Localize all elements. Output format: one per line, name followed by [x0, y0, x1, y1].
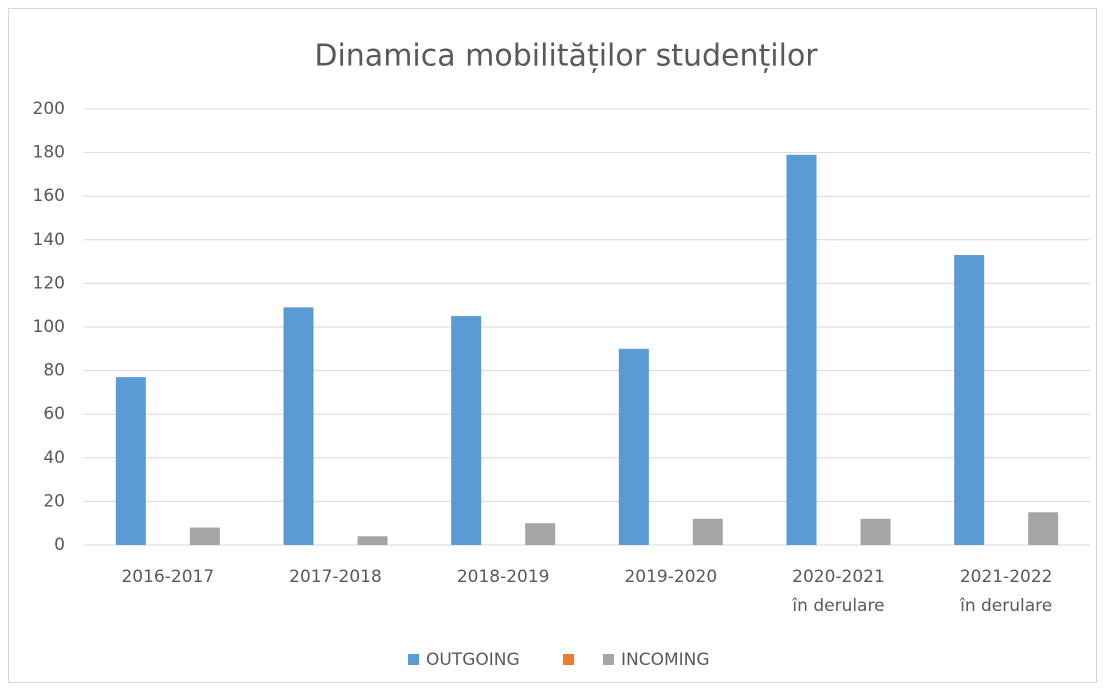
bar [189, 527, 220, 545]
bar [525, 523, 556, 545]
bar [451, 316, 482, 545]
x-tick-label: 2017-2018 [289, 567, 382, 587]
legend-swatch [408, 654, 419, 665]
x-tick-line: în derulare [791, 596, 884, 616]
x-tick-line: 2016-2017 [121, 567, 214, 587]
y-tick-label: 40 [43, 448, 65, 468]
x-tick-label: 2018-2019 [457, 567, 550, 587]
y-tick-label: 140 [33, 230, 65, 250]
x-tick-label: 2019-2020 [624, 567, 717, 587]
legend-label: INCOMING [621, 650, 710, 670]
x-tick-label: 2021-2022 în derulare [959, 567, 1052, 616]
chart-border [8, 8, 1097, 683]
y-tick-label: 120 [33, 273, 65, 293]
x-tick-label: 2016-2017 [121, 567, 214, 587]
legend-swatch [603, 654, 614, 665]
y-tick-label: 0 [54, 535, 65, 555]
bar [860, 518, 891, 545]
bar [283, 307, 314, 545]
chart-title: Dinamica mobilităților studenților [314, 39, 818, 74]
x-tick-line: în derulare [959, 596, 1052, 616]
legend-swatch [563, 654, 574, 665]
y-tick-label: 160 [33, 186, 65, 206]
y-tick-label: 200 [33, 99, 65, 119]
bar [357, 536, 388, 545]
bar [692, 518, 723, 545]
bar [618, 348, 649, 545]
x-tick-line: 2019-2020 [624, 567, 717, 587]
bar [954, 255, 985, 545]
x-tick-label: 2020-2021 în derulare [791, 567, 884, 616]
bar [786, 154, 817, 545]
y-tick-label: 100 [33, 317, 65, 337]
y-tick-label: 20 [43, 491, 65, 511]
y-tick-label: 60 [43, 404, 65, 424]
legend-label: OUTGOING [426, 650, 520, 670]
bar [115, 377, 146, 545]
x-tick-line: 2020-2021 [792, 567, 885, 587]
y-tick-label: 80 [43, 361, 65, 381]
x-tick-line: 2017-2018 [289, 567, 382, 587]
y-tick-label: 180 [33, 143, 65, 163]
bar [1028, 512, 1059, 545]
x-tick-line: 2018-2019 [457, 567, 550, 587]
x-tick-line: 2021-2022 [960, 567, 1053, 587]
